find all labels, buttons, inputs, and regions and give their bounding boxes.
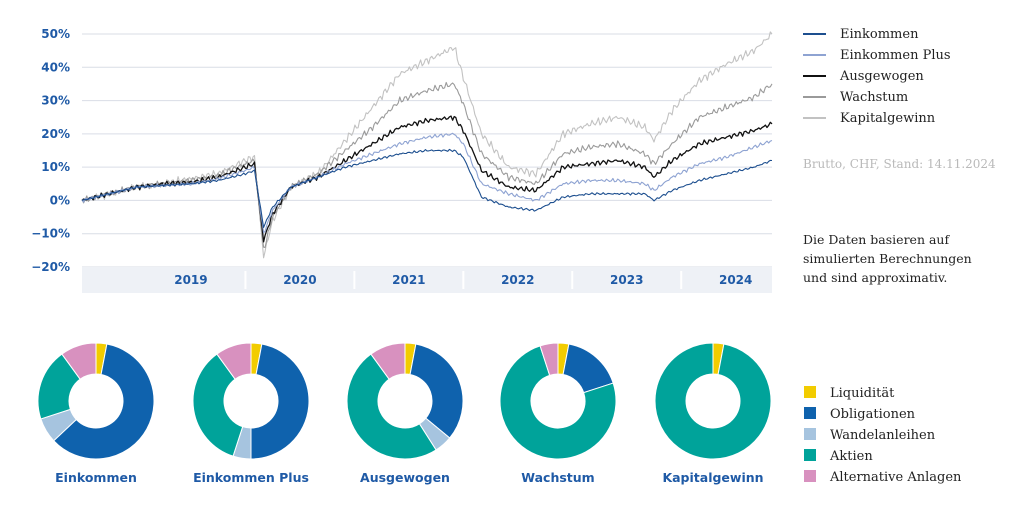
x-tick-labels: 2019 2020 2021 2022 2023 2024	[174, 273, 752, 287]
x-tick-label: 2019	[174, 273, 207, 287]
donut-kapitalgewinn: Kapitalgewinn	[654, 342, 772, 485]
note-line: und sind approximativ.	[803, 270, 947, 285]
x-axis-band-bg	[82, 267, 772, 293]
alloc-legend-label: Obligationen	[830, 407, 916, 422]
alloc-legend-swatch	[804, 449, 816, 461]
legend-label: Einkommen	[840, 27, 919, 42]
series-line-einkommen	[81, 148, 773, 228]
y-tick-label: −20%	[31, 260, 70, 274]
donut-slice-obligationen	[409, 343, 464, 439]
x-tick-label: 2020	[283, 273, 316, 287]
donut-einkommen: Einkommen	[37, 342, 155, 485]
y-tick-label: 0%	[50, 193, 70, 207]
alloc-legend-swatch	[804, 428, 816, 440]
alloc-legend-label: Aktien	[829, 449, 873, 464]
legend-label: Einkommen Plus	[840, 48, 951, 63]
note-line: Die Daten basieren auf	[803, 232, 950, 247]
alloc-legend-swatch	[804, 407, 816, 419]
donut-slice-alternative-anlagen	[216, 342, 252, 380]
alloc-legend-swatch	[804, 470, 816, 482]
donut-ausgewogen: Ausgewogen	[346, 342, 464, 485]
x-tick-label: 2023	[610, 273, 643, 287]
x-tick-label: 2024	[719, 273, 752, 287]
donut-label: Wachstum	[521, 470, 594, 485]
line-legend: Einkommen Einkommen Plus Ausgewogen Wachstu…	[803, 27, 951, 126]
donut-slice-alternative-anlagen	[61, 342, 97, 380]
donut-slice-obligationen	[53, 343, 155, 460]
alloc-legend-label: Alternative Anlagen	[829, 470, 962, 485]
y-tick-labels: 50% 40% 30% 20% 10% 0% −10% −20%	[31, 27, 70, 274]
x-axis-band	[82, 267, 772, 293]
stand-note: Brutto, CHF, Stand: 14.11.2024	[803, 157, 996, 171]
y-tick-label: 50%	[41, 27, 70, 41]
donut-slice-alternative-anlagen	[370, 342, 406, 380]
y-tick-label: 30%	[41, 94, 70, 108]
donut-label: Einkommen	[55, 470, 137, 485]
series-line-ausgewogen	[81, 115, 773, 243]
legend-label: Kapitalgewinn	[840, 111, 936, 126]
note-line: simulierten Berechnungen	[803, 251, 972, 266]
approximation-note: Die Daten basieren auf simulierten Berech…	[803, 232, 972, 285]
donut-einkommen-plus: Einkommen Plus	[192, 342, 310, 485]
series-line-kapitalgewinn	[81, 31, 773, 259]
x-tick-label: 2022	[501, 273, 534, 287]
alloc-legend-swatch	[804, 386, 816, 398]
legend-label: Ausgewogen	[839, 69, 924, 84]
y-tick-label: 10%	[41, 160, 70, 174]
donut-label: Kapitalgewinn	[662, 470, 763, 485]
y-gridlines	[82, 33, 772, 268]
donut-slice-aktien	[654, 342, 772, 460]
alloc-legend-label: Liquidität	[830, 386, 895, 401]
donut-label: Einkommen Plus	[193, 470, 309, 485]
allocation-donuts: Einkommen Einkommen Plus Ausgewogen Wachstu…	[37, 342, 772, 485]
legend-label: Wachstum	[840, 90, 908, 105]
y-tick-label: 20%	[41, 127, 70, 141]
donut-wachstum: Wachstum	[499, 342, 617, 485]
donut-slice-aktien	[192, 353, 244, 457]
donut-slice-obligationen	[250, 343, 310, 460]
donut-slice-aktien	[346, 353, 437, 460]
y-tick-label: 40%	[41, 60, 70, 74]
allocation-legend: Liquidität Obligationen Wandelanleihen Akti…	[804, 386, 962, 485]
y-tick-label: −10%	[31, 227, 70, 241]
donut-label: Ausgewogen	[360, 470, 450, 485]
donut-slice-alternative-anlagen	[539, 342, 559, 376]
line-series-group	[81, 31, 773, 259]
donut-slice-aktien	[499, 345, 617, 460]
alloc-legend-label: Wandelanleihen	[830, 428, 936, 443]
series-line-wachstum	[81, 81, 773, 248]
x-tick-label: 2021	[392, 273, 425, 287]
